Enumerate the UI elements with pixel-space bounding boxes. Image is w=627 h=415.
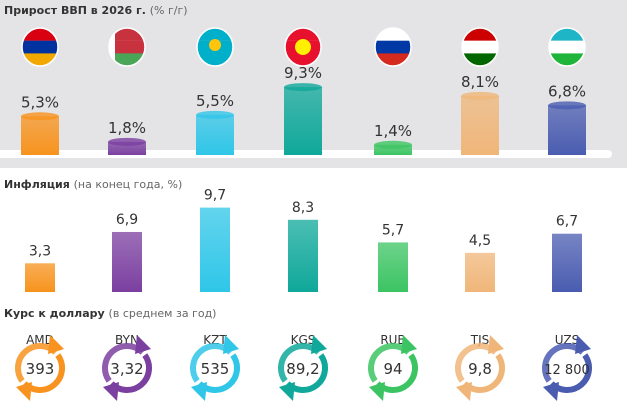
gdp-value-label: 5,3% (21, 93, 59, 111)
exchange-arrows-icon (278, 335, 328, 401)
fx-title: Курс к доллару (в среднем за год) (4, 307, 217, 320)
inflation-value-label: 8,3 (292, 200, 314, 216)
gdp-value-label: 5,5% (196, 92, 234, 110)
gdp-bar (548, 105, 586, 155)
flag-tajikistan-icon (461, 27, 499, 67)
inflation-value-label: 5,7 (382, 222, 404, 238)
gdp-bar (196, 114, 234, 155)
gdp-bar-top (21, 112, 59, 121)
flag-russia-icon (374, 27, 412, 67)
flag-kazakhstan-icon (196, 27, 234, 67)
gdp-value-label: 6,8% (548, 82, 586, 100)
gdp-value-label: 8,1% (461, 73, 499, 91)
currency-code: AMD (26, 333, 54, 347)
exchange-rate-value: 535 (201, 360, 230, 378)
exchange-arrows-icon (542, 335, 592, 401)
inflation-bar (112, 231, 142, 292)
currency-code: RUB (380, 333, 405, 347)
exchange-arrows-icon (102, 335, 152, 401)
gdp-bar (21, 116, 59, 155)
currency-code: BYN (115, 333, 139, 347)
gdp-bar-top (548, 101, 586, 110)
inflation-value-label: 9,7 (204, 188, 226, 204)
inflation-bar (378, 242, 408, 292)
gdp-title: Прирост ВВП в 2026 г. (% г/г) (4, 4, 188, 17)
exchange-arrows-icon (15, 335, 65, 401)
inflation-value-label: 3,3 (29, 243, 51, 259)
currency-code: KZT (203, 333, 227, 347)
exchange-arrows-icon (190, 335, 240, 401)
inflation-bar (552, 233, 582, 292)
inflation-bar (25, 263, 55, 292)
inflation-value-label: 6,7 (556, 214, 578, 230)
gdp-bar (374, 144, 412, 155)
exchange-rate-value: 3,32 (110, 360, 143, 378)
exchange-rate-value: 9,8 (468, 360, 492, 378)
gdp-bar-top (461, 91, 499, 100)
inflation-value-label: 6,9 (116, 212, 138, 228)
inflation-bar (288, 219, 318, 292)
currency-code: KGS (291, 333, 316, 347)
exchange-rate-value: 393 (26, 360, 55, 378)
exchange-arrows-icon (368, 335, 418, 401)
flag-armenia-icon (21, 27, 59, 67)
gdp-bar (461, 95, 499, 155)
inflation-bar (200, 207, 230, 292)
flag-kyrgyzstan-icon (284, 27, 322, 67)
exchange-rate-value: 12 800 (544, 363, 590, 378)
gdp-bar-top (284, 83, 322, 92)
gdp-bar-top (196, 110, 234, 119)
gdp-value-label: 1,4% (374, 122, 412, 140)
gdp-bar-top (374, 140, 412, 149)
gdp-bar (284, 87, 322, 155)
gdp-bar-top (108, 137, 146, 146)
flag-belarus-icon (108, 27, 146, 67)
currency-code: UZS (555, 333, 579, 347)
inflation-bar (465, 252, 495, 292)
inflation-title: Инфляция (на конец года, %) (4, 178, 183, 191)
gdp-value-label: 1,8% (108, 119, 146, 137)
exchange-rate-value: 89,2 (286, 360, 319, 378)
flag-uzbekistan-icon (548, 27, 586, 67)
exchange-rate-value: 94 (383, 360, 402, 378)
inflation-value-label: 4,5 (469, 233, 491, 249)
gdp-value-label: 9,3% (284, 64, 322, 82)
exchange-arrows-icon (455, 335, 505, 401)
